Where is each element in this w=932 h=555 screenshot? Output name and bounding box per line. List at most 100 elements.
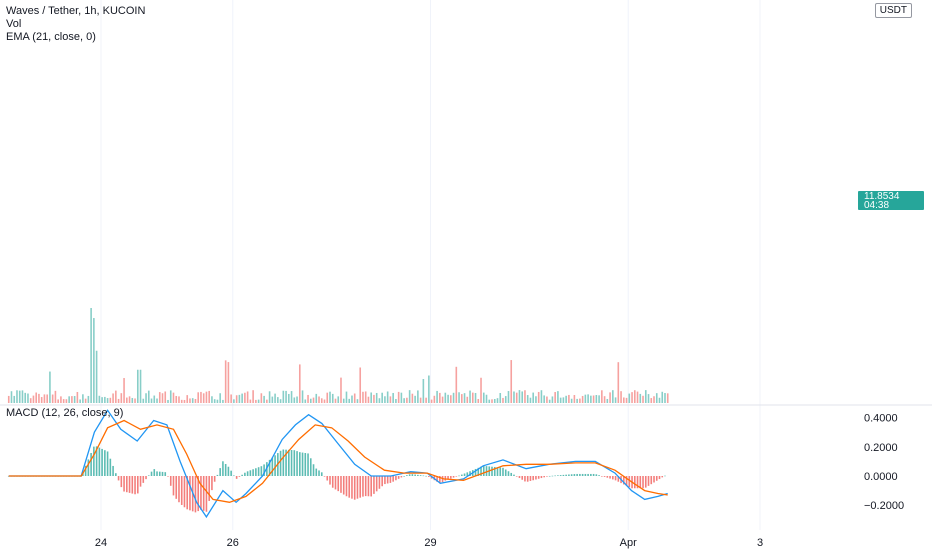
volume-bar (425, 397, 427, 403)
symbol-title[interactable]: Waves / Tether, 1h, KUCOIN (6, 5, 146, 17)
volume-bar (35, 392, 37, 403)
volume-bar (142, 398, 145, 403)
volume-bar (282, 390, 285, 403)
volume-bar (32, 395, 35, 403)
macd-histogram-bar (425, 475, 427, 477)
volume-bar (515, 392, 518, 403)
volume-bar (158, 392, 161, 403)
macd-histogram-bar (532, 476, 534, 481)
macd-histogram-bar (304, 453, 307, 476)
volume-bar (433, 395, 436, 403)
volume-bar (301, 390, 304, 403)
macd-histogram-bar (406, 475, 408, 476)
volume-bar (21, 390, 24, 403)
volume-bar (562, 397, 565, 403)
volume-bar (386, 391, 389, 403)
macd-histogram-bar (609, 476, 611, 479)
macd-histogram-bar (255, 468, 257, 476)
volume-bar (65, 399, 68, 403)
volume-bar (73, 396, 76, 403)
ema-legend[interactable]: EMA (21, close, 0) (6, 31, 96, 43)
volume-bar (584, 394, 587, 403)
macd-histogram-bar (658, 476, 661, 480)
volume-bar (167, 399, 169, 403)
currency-badge[interactable]: USDT (874, 3, 912, 18)
macd-line (8, 409, 668, 519)
macd-histogram-bar (625, 476, 628, 486)
volume-bar (502, 397, 504, 403)
volume-bar (57, 399, 59, 403)
macd-axis-label: −0.2000 (864, 500, 904, 512)
volume-bar (647, 394, 650, 403)
volume-bar (252, 390, 254, 403)
volume-bar (428, 375, 430, 403)
volume-bar (439, 392, 441, 403)
macd-histogram-bar (98, 447, 101, 476)
volume-bar (331, 393, 334, 403)
volume-bar (655, 393, 658, 403)
macd-histogram-bar (647, 476, 650, 486)
macd-histogram-bar (576, 473, 578, 476)
volume-bar (71, 396, 73, 403)
macd-histogram-bar (353, 476, 356, 500)
volume-bar (40, 397, 43, 403)
last-price-value: 11.8534 (864, 191, 900, 202)
volume-bar (477, 399, 480, 403)
volume-bar (628, 393, 631, 403)
volume-bar (510, 360, 513, 403)
macd-histogram-bar (123, 476, 125, 492)
macd-histogram-bar (458, 475, 460, 477)
volume-bar (202, 393, 205, 403)
macd-histogram-bar (340, 476, 342, 493)
macd-histogram-bar (587, 473, 589, 476)
macd-histogram-bar (131, 476, 134, 494)
macd-histogram-bar (309, 458, 312, 476)
macd-histogram-bar (540, 476, 543, 479)
macd-legend[interactable]: MACD (12, 26, close, 9) (6, 407, 124, 419)
volume-bar (329, 391, 331, 403)
volume-bar (603, 396, 606, 403)
macd-histogram-bar (373, 476, 375, 494)
volume-bar (430, 399, 433, 403)
macd-histogram-bar (546, 476, 548, 477)
macd-histogram-bar (224, 464, 227, 476)
volume-bar (320, 398, 323, 403)
volume-bar (609, 392, 611, 403)
macd-histogram-bar (614, 476, 617, 481)
volume-bar (485, 394, 488, 403)
volume-legend[interactable]: Vol (6, 18, 22, 30)
volume-bar (222, 399, 224, 403)
volume-bar (353, 393, 356, 403)
macd-histogram-bar (142, 476, 145, 483)
volume-bar (178, 396, 180, 403)
macd-histogram-bar (395, 476, 397, 481)
volume-bar (307, 394, 309, 403)
macd-histogram-bar (348, 476, 351, 498)
macd-histogram-bar (178, 476, 180, 503)
volume-bar (279, 399, 282, 403)
macd-histogram-bar (194, 476, 197, 513)
volume-bar (235, 395, 238, 403)
macd-histogram-bar (463, 473, 466, 476)
volume-bar (216, 399, 219, 403)
macd-histogram-bar (502, 467, 504, 476)
macd-histogram-bar (565, 474, 567, 476)
volume-bar (249, 399, 252, 403)
volume-bar (373, 394, 375, 403)
volume-bar (524, 390, 526, 403)
volume-bar (27, 393, 29, 403)
volume-bar (230, 394, 232, 403)
volume-bar (296, 396, 298, 403)
macd-histogram-bar (529, 476, 532, 481)
macd-histogram-bar (345, 476, 348, 497)
volume-bar (238, 394, 241, 403)
volume-bar (576, 398, 578, 403)
macd-histogram-bar (579, 473, 581, 476)
macd-histogram-bar (612, 476, 614, 480)
macd-histogram-bar (150, 471, 153, 476)
macd-histogram-bar (208, 476, 210, 501)
macd-histogram-bar (244, 472, 246, 476)
volume-bar (406, 397, 408, 403)
